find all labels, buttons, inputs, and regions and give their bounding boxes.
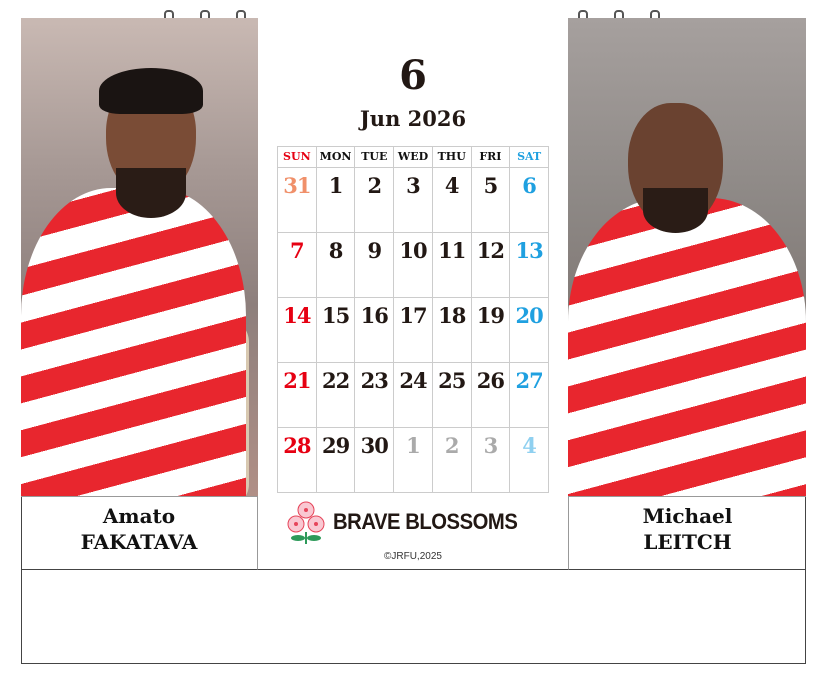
calendar-day: 8 bbox=[315, 232, 356, 298]
calendar-week: 7 8 9 10 11 12 13 bbox=[277, 232, 549, 298]
calendar-grid: SUN MON TUE WED THU FRI SAT 31 1 2 3 4 5 6 7 8 9 10 11 12 1… bbox=[277, 146, 549, 493]
player-photo-left bbox=[21, 18, 258, 496]
calendar-day: 1 bbox=[393, 427, 433, 493]
weekday-header: WED bbox=[393, 146, 433, 168]
brand-name: BRAVE BLOSSOMS bbox=[333, 509, 518, 534]
calendar-day: 30 bbox=[354, 427, 395, 493]
calendar-day: 20 bbox=[509, 297, 549, 363]
calendar-day: 17 bbox=[393, 297, 433, 363]
calendar-day: 7 bbox=[277, 232, 317, 298]
player-name-right: Michael LEITCH bbox=[568, 496, 806, 570]
calendar-day: 1 bbox=[315, 167, 356, 233]
player-first-name: Amato bbox=[102, 504, 176, 528]
calendar-day: 23 bbox=[354, 362, 395, 428]
calendar-day: 27 bbox=[509, 362, 549, 428]
sakura-emblem-icon bbox=[287, 501, 325, 544]
calendar-day: 4 bbox=[431, 167, 472, 233]
calendar-day: 29 bbox=[315, 427, 356, 493]
weekday-header: FRI bbox=[470, 146, 511, 168]
calendar-day: 3 bbox=[393, 167, 433, 233]
calendar-day: 2 bbox=[354, 167, 395, 233]
player-photo-right bbox=[568, 18, 806, 496]
calendar-day: 31 bbox=[277, 167, 317, 233]
calendar-day: 4 bbox=[509, 427, 549, 493]
calendar-day: 6 bbox=[509, 167, 549, 233]
calendar-week: 31 1 2 3 4 5 6 bbox=[277, 167, 549, 233]
calendar-week: 21 22 23 24 25 26 27 bbox=[277, 362, 549, 428]
month-title: Jun 2026 bbox=[359, 106, 467, 131]
weekday-header: TUE bbox=[354, 146, 395, 168]
copyright: ©JRFU,2025 bbox=[384, 551, 442, 562]
weekday-header: SAT bbox=[509, 146, 549, 168]
player-name-left: Amato FAKATAVA bbox=[21, 496, 258, 570]
month-number: 6 bbox=[399, 52, 427, 99]
weekday-header: SUN bbox=[277, 146, 317, 168]
calendar-day: 28 bbox=[277, 427, 317, 493]
calendar-week: 28 29 30 1 2 3 4 bbox=[277, 427, 549, 493]
calendar-day: 16 bbox=[354, 297, 395, 363]
player-last-name: FAKATAVA bbox=[80, 530, 198, 554]
calendar-day: 11 bbox=[431, 232, 472, 298]
calendar-day: 15 bbox=[315, 297, 356, 363]
weekday-header: THU bbox=[431, 146, 472, 168]
calendar-day: 22 bbox=[315, 362, 356, 428]
footer-box bbox=[258, 496, 568, 570]
calendar-day: 24 bbox=[393, 362, 433, 428]
calendar-day: 3 bbox=[470, 427, 511, 493]
player-last-name: LEITCH bbox=[643, 530, 732, 554]
calendar-day: 19 bbox=[470, 297, 511, 363]
player-first-name: Michael bbox=[642, 504, 733, 528]
calendar-day: 12 bbox=[470, 232, 511, 298]
weekday-header: MON bbox=[315, 146, 356, 168]
calendar-day: 10 bbox=[393, 232, 433, 298]
calendar-day: 18 bbox=[431, 297, 472, 363]
calendar-week: 14 15 16 17 18 19 20 bbox=[277, 297, 549, 363]
calendar-day: 25 bbox=[431, 362, 472, 428]
calendar-day: 21 bbox=[277, 362, 317, 428]
calendar-day: 14 bbox=[277, 297, 317, 363]
calendar-day: 13 bbox=[509, 232, 549, 298]
calendar-day: 9 bbox=[354, 232, 395, 298]
calendar-day: 26 bbox=[470, 362, 511, 428]
calendar-day: 5 bbox=[470, 167, 511, 233]
calendar-day: 2 bbox=[431, 427, 472, 493]
